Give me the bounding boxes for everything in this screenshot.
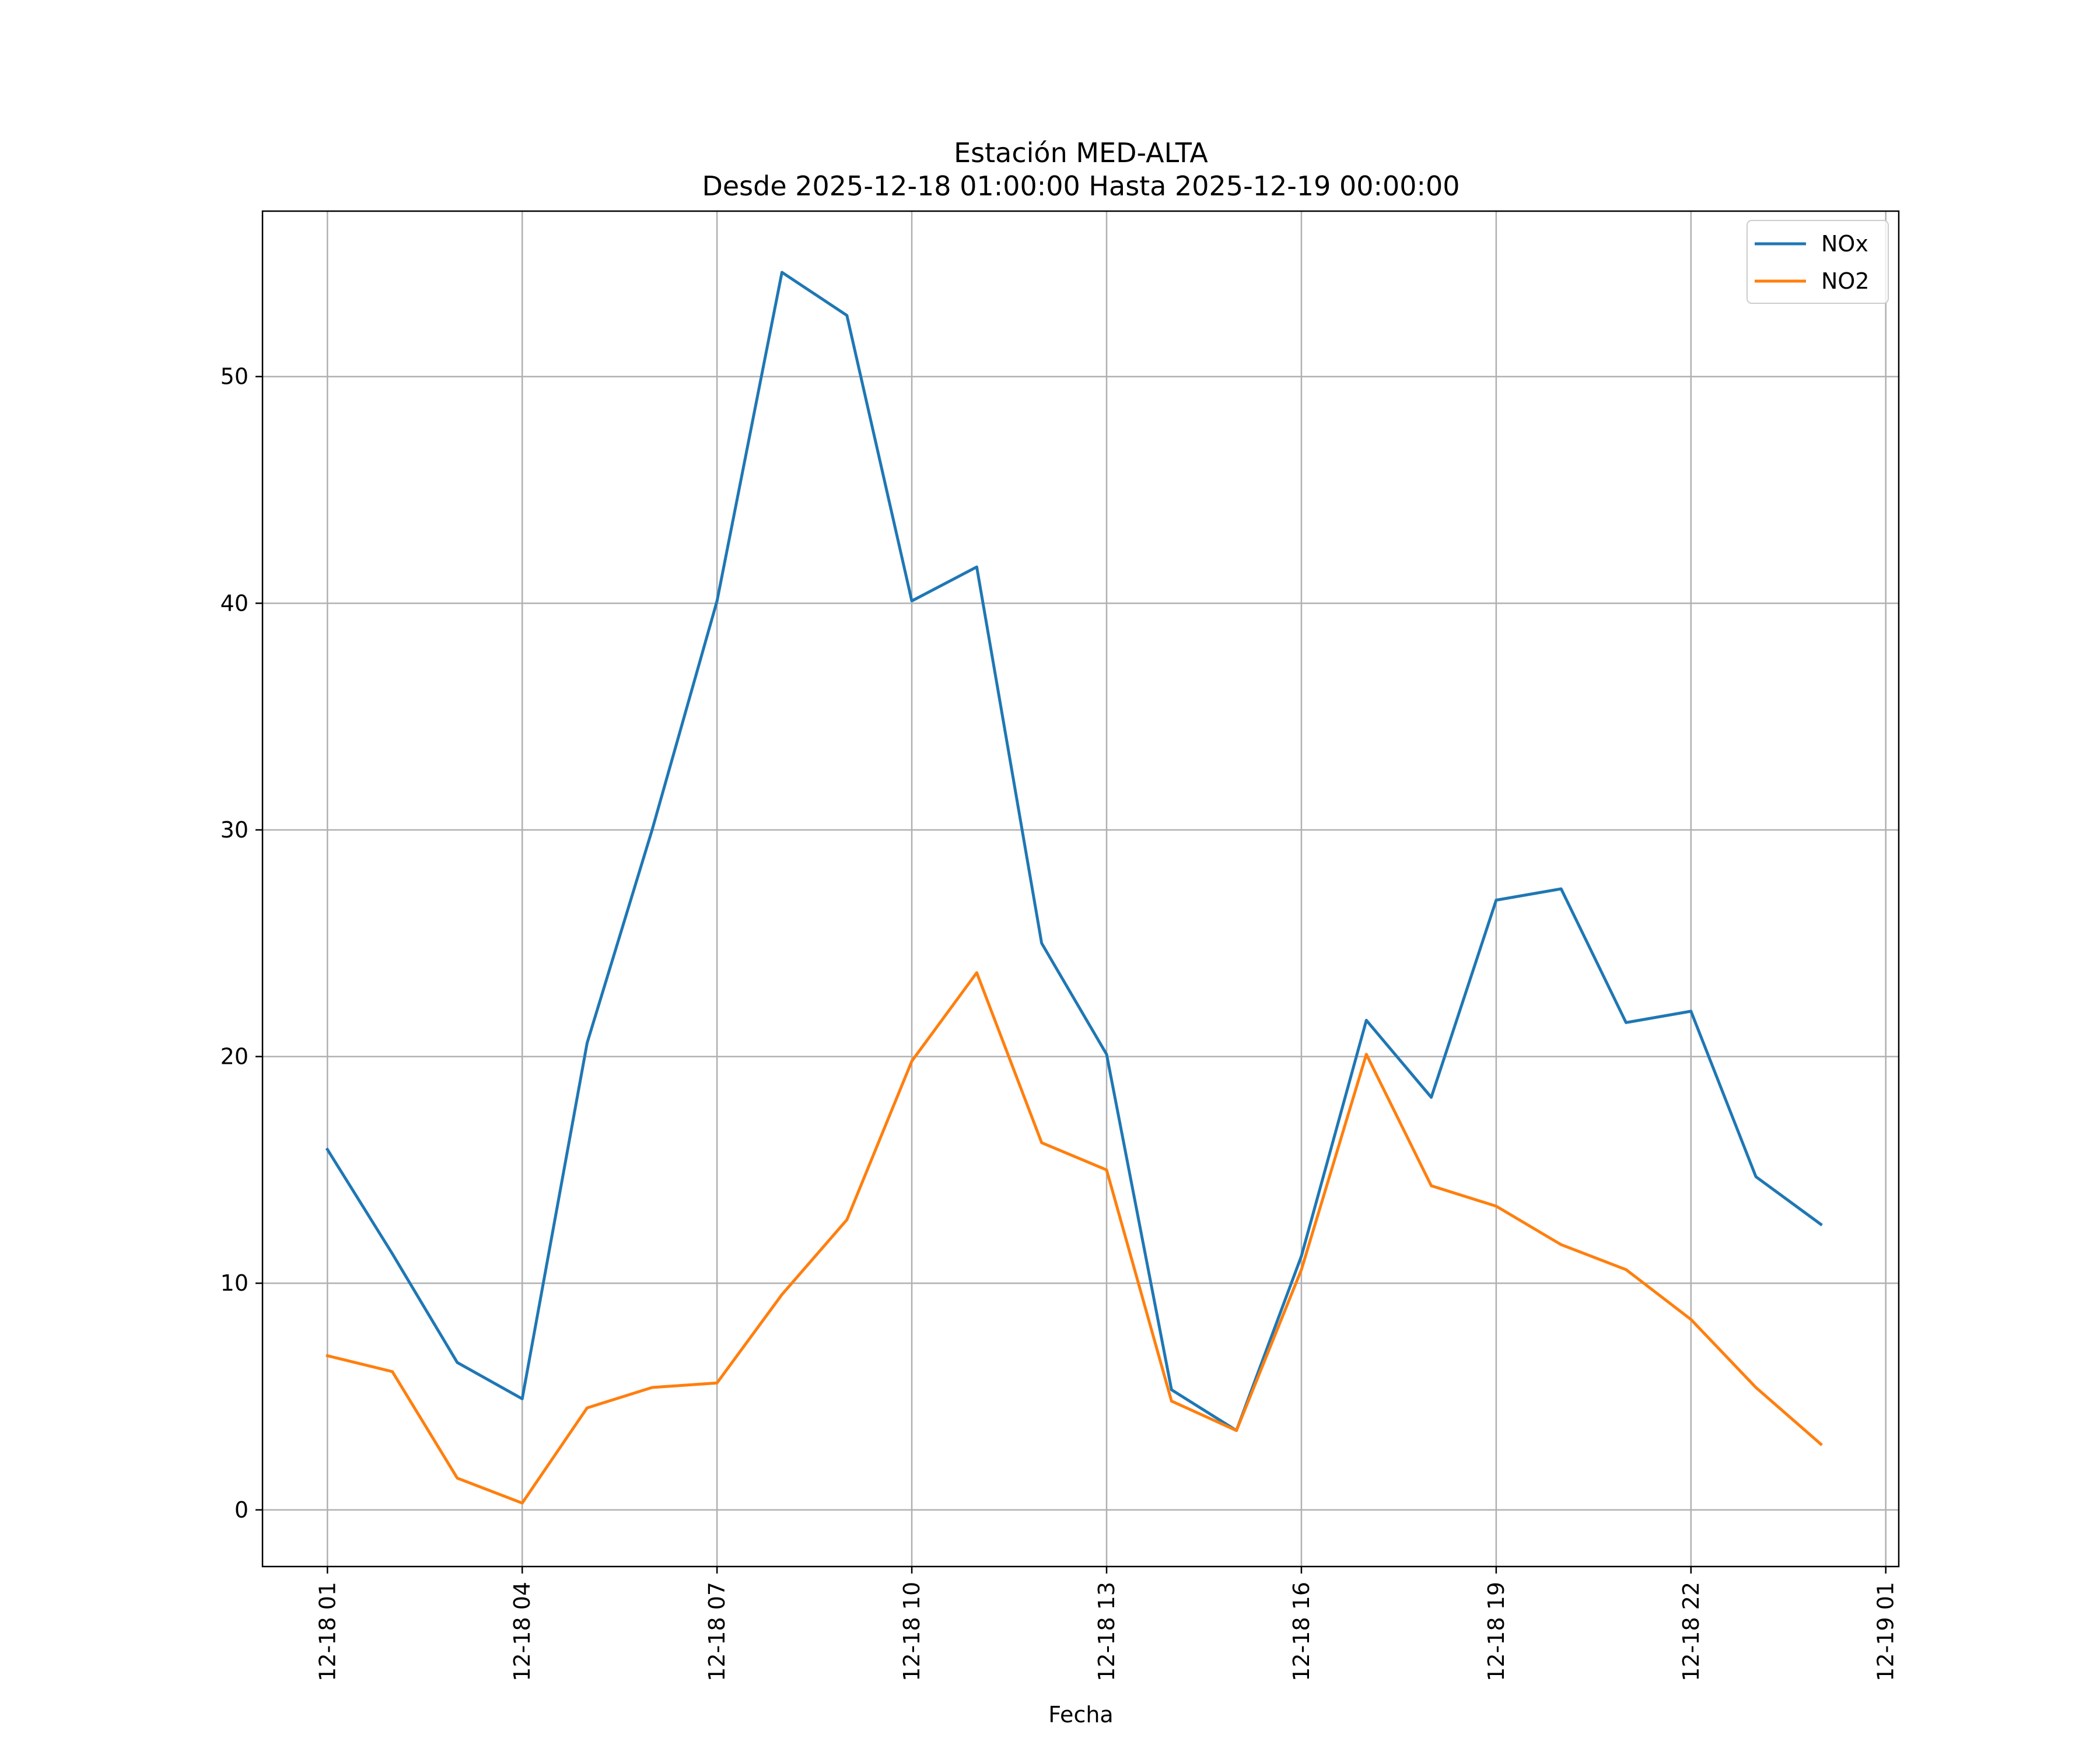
y-tick-label: 10 [220, 1270, 249, 1296]
x-tick-label: 12-18 10 [899, 1582, 925, 1681]
x-tick-label: 12-18 19 [1483, 1582, 1509, 1681]
plot-area-frame [261, 210, 1900, 1568]
x-tick-label: 12-18 16 [1289, 1582, 1314, 1681]
x-tick-label: 12-18 01 [314, 1582, 340, 1681]
series-line-nox [325, 271, 1823, 1432]
y-axis-ticks: 0 10 20 30 40 50 [220, 364, 262, 1523]
x-axis-ticks: 12-18 01 12-18 04 12-18 07 12-18 10 12-18 13… [314, 1567, 1899, 1681]
x-tick-label: 12-19 01 [1873, 1582, 1899, 1681]
chart-subtitle: Desde 2025-12-18 01:00:00 Hasta 2025-12-… [702, 170, 1460, 202]
x-tick-label: 12-18 13 [1094, 1582, 1119, 1681]
x-tick-label: 12-18 04 [509, 1582, 535, 1681]
y-tick-label: 50 [220, 364, 249, 390]
legend-label-nox: NOx [1821, 231, 1868, 257]
legend-label-no2: NO2 [1821, 268, 1870, 294]
x-axis-label: Fecha [1048, 1702, 1113, 1728]
legend: NOx NO2 [1746, 220, 1889, 304]
y-tick-label: 0 [235, 1497, 249, 1523]
y-tick-label: 40 [220, 590, 249, 616]
y-tick-label: 20 [220, 1044, 249, 1070]
x-tick-label: 12-18 07 [704, 1582, 730, 1681]
grid-lines [262, 211, 1899, 1567]
y-tick-label: 30 [220, 817, 249, 843]
series-lines [325, 271, 1823, 1505]
chart-title: Estación MED-ALTA [954, 137, 1208, 169]
series-line-no2 [326, 971, 1823, 1505]
x-tick-label: 12-18 22 [1678, 1582, 1704, 1681]
